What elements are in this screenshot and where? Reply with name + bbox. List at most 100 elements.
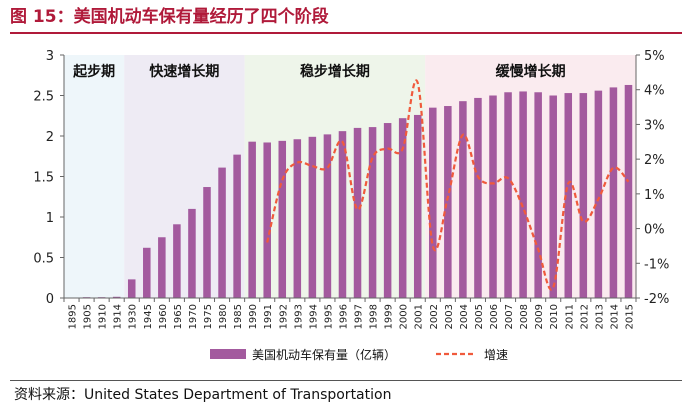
phase-band — [244, 55, 426, 298]
x-tick-label: 2014 — [609, 304, 620, 329]
bar — [474, 97, 482, 299]
bar — [534, 92, 542, 298]
right-tick-label: 4% — [644, 84, 665, 99]
growth-rate-line — [266, 79, 630, 291]
phase-band — [64, 55, 125, 298]
x-tick-label: 1965 — [173, 304, 184, 329]
x-tick-label: 1930 — [128, 304, 139, 329]
bar — [444, 106, 452, 298]
bar — [112, 296, 121, 298]
bar — [188, 208, 196, 298]
x-tick-label: 1914 — [113, 304, 124, 329]
bar — [308, 136, 317, 298]
x-tick-label: 2012 — [579, 304, 590, 329]
x-tick-label: 1992 — [278, 304, 289, 329]
phase-band — [124, 55, 245, 298]
legend-bar-label: 美国机动车保有量（亿辆） — [252, 347, 396, 362]
bar — [549, 95, 557, 298]
x-tick-label: 2008 — [519, 304, 530, 329]
right-tick-label: 2% — [644, 153, 665, 168]
right-tick-label: 3% — [644, 118, 665, 133]
phase-label: 稳步增长期 — [300, 63, 370, 80]
x-tick-label: 1960 — [158, 304, 169, 329]
bar — [459, 101, 467, 298]
bar — [263, 142, 271, 298]
bar — [413, 114, 422, 298]
bar — [278, 140, 287, 298]
left-tick-label: 1.5 — [33, 171, 54, 186]
x-tick-label: 2015 — [624, 304, 635, 329]
bar — [609, 87, 618, 299]
phase-band — [425, 55, 636, 298]
x-tick-label: 1998 — [369, 304, 380, 329]
x-tick-label: 1970 — [188, 304, 199, 329]
bar — [143, 247, 151, 298]
right-tick-label: 5% — [644, 49, 665, 64]
x-tick-label: 2010 — [549, 304, 560, 329]
bar — [173, 224, 181, 298]
x-tick-label: 2009 — [534, 304, 545, 329]
x-tick-label: 2001 — [414, 304, 425, 329]
bar — [383, 123, 392, 298]
bar — [127, 279, 136, 298]
bar — [564, 93, 573, 298]
bar — [429, 107, 437, 299]
chart-title: 图 15：美国机动车保有量经历了四个阶段 — [10, 7, 329, 27]
bar — [624, 84, 633, 298]
bar — [519, 91, 527, 298]
left-tick-label: 2.5 — [33, 90, 54, 105]
bar — [594, 90, 603, 298]
right-tick-label: 0% — [644, 223, 665, 238]
x-tick-label: 2011 — [564, 304, 575, 329]
x-tick-label: 1999 — [384, 304, 395, 329]
left-tick-label: 3 — [46, 49, 54, 64]
x-tick-label: 1994 — [308, 304, 319, 329]
x-tick-label: 1996 — [338, 304, 349, 329]
bar — [218, 167, 226, 298]
left-tick-label: 1 — [46, 211, 54, 226]
bar — [353, 127, 362, 299]
x-tick-label: 1910 — [98, 304, 109, 329]
bar — [504, 92, 512, 298]
x-tick-label: 1975 — [203, 304, 214, 329]
x-tick-label: 2004 — [459, 304, 470, 329]
x-tick-label: 2006 — [489, 304, 500, 329]
x-tick-label: 1905 — [83, 304, 94, 329]
x-tick-label: 2005 — [474, 304, 485, 329]
x-tick-label: 1997 — [354, 304, 365, 329]
bar — [293, 139, 302, 298]
x-tick-label: 2002 — [429, 304, 440, 329]
x-tick-label: 1895 — [68, 304, 79, 329]
right-tick-label: -2% — [644, 292, 669, 307]
x-tick-label: 1985 — [233, 304, 244, 329]
x-tick-label: 1990 — [248, 304, 259, 329]
left-tick-label: 0 — [46, 292, 54, 307]
bar — [398, 118, 407, 299]
x-tick-label: 2007 — [504, 304, 515, 329]
bar — [323, 134, 332, 298]
bar — [233, 154, 241, 298]
phase-label: 缓慢增长期 — [496, 63, 566, 80]
bar — [579, 93, 588, 298]
title-divider — [10, 32, 682, 34]
bar — [158, 237, 166, 298]
legend-line-label: 增速 — [484, 348, 508, 362]
x-tick-label: 1995 — [323, 304, 334, 329]
source-note: 资料来源：United States Department of Transpo… — [14, 387, 392, 403]
x-tick-label: 1991 — [263, 304, 274, 329]
left-tick-label: 0.5 — [33, 252, 54, 267]
bar — [248, 141, 256, 298]
right-tick-label: 1% — [644, 188, 665, 203]
phase-label: 快速增长期 — [149, 63, 219, 80]
source-divider — [10, 380, 682, 381]
bar — [368, 127, 377, 298]
x-tick-label: 1980 — [218, 304, 229, 329]
bar — [338, 131, 347, 298]
legend-bar-swatch — [210, 349, 246, 359]
x-tick-label: 2003 — [444, 304, 455, 329]
bar — [489, 95, 497, 298]
x-tick-label: 1993 — [293, 304, 304, 329]
right-tick-label: -1% — [644, 257, 669, 272]
left-tick-label: 2 — [46, 130, 54, 145]
bar — [203, 187, 211, 298]
